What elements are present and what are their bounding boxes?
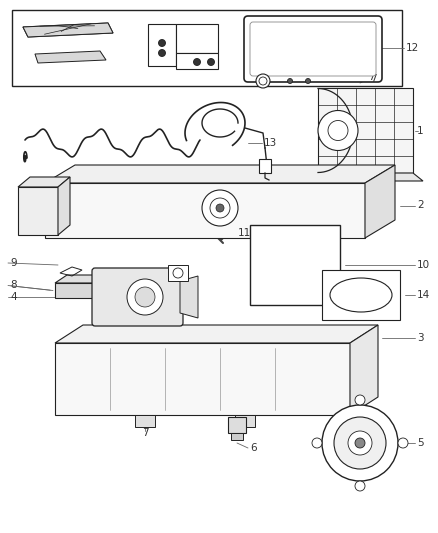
FancyBboxPatch shape xyxy=(92,268,183,326)
Circle shape xyxy=(259,77,267,85)
Circle shape xyxy=(159,39,166,46)
Bar xyxy=(176,53,218,69)
Text: 6: 6 xyxy=(250,443,257,453)
Polygon shape xyxy=(58,177,70,235)
Polygon shape xyxy=(23,23,113,37)
Polygon shape xyxy=(23,23,113,37)
Bar xyxy=(231,433,243,440)
Text: 2: 2 xyxy=(417,200,424,211)
Polygon shape xyxy=(45,165,395,183)
Bar xyxy=(135,415,155,427)
FancyBboxPatch shape xyxy=(250,22,376,76)
Circle shape xyxy=(318,110,358,150)
Text: 1: 1 xyxy=(417,125,424,135)
Text: 8: 8 xyxy=(10,280,17,290)
Polygon shape xyxy=(55,275,172,283)
Polygon shape xyxy=(18,187,58,235)
Circle shape xyxy=(328,120,348,141)
FancyBboxPatch shape xyxy=(244,16,382,82)
Circle shape xyxy=(312,438,322,448)
Ellipse shape xyxy=(330,278,392,312)
Circle shape xyxy=(334,417,386,469)
Circle shape xyxy=(135,287,155,307)
Circle shape xyxy=(159,50,166,56)
Text: 7: 7 xyxy=(141,428,148,438)
Polygon shape xyxy=(55,343,350,415)
Polygon shape xyxy=(35,51,106,63)
Bar xyxy=(168,265,188,281)
Circle shape xyxy=(348,431,372,455)
Text: 9: 9 xyxy=(10,258,17,268)
Polygon shape xyxy=(180,276,198,318)
Polygon shape xyxy=(55,283,160,298)
Circle shape xyxy=(305,78,311,84)
Polygon shape xyxy=(310,173,423,181)
Polygon shape xyxy=(45,183,365,238)
Polygon shape xyxy=(350,325,378,415)
Circle shape xyxy=(287,78,293,84)
Circle shape xyxy=(355,481,365,491)
Bar xyxy=(250,225,340,305)
Text: 11: 11 xyxy=(238,228,251,238)
Circle shape xyxy=(322,405,398,481)
Polygon shape xyxy=(365,165,395,238)
Text: 3: 3 xyxy=(417,333,424,343)
Text: 13: 13 xyxy=(264,138,277,148)
Bar xyxy=(259,159,271,173)
Bar xyxy=(318,88,413,173)
Bar xyxy=(235,415,255,427)
Circle shape xyxy=(127,279,163,315)
Text: 7: 7 xyxy=(368,72,374,82)
Circle shape xyxy=(173,268,183,278)
Text: 14: 14 xyxy=(417,290,430,300)
Text: 10: 10 xyxy=(417,260,430,270)
Circle shape xyxy=(210,198,230,218)
Circle shape xyxy=(208,59,215,66)
Circle shape xyxy=(355,438,365,448)
Text: 12: 12 xyxy=(406,43,419,53)
Bar xyxy=(228,417,246,433)
Circle shape xyxy=(256,74,270,88)
Bar xyxy=(12,10,402,86)
Text: 7: 7 xyxy=(170,281,177,291)
Bar xyxy=(148,24,176,66)
Polygon shape xyxy=(55,325,378,343)
Text: 7: 7 xyxy=(370,74,377,84)
Circle shape xyxy=(398,438,408,448)
Text: 5: 5 xyxy=(417,438,424,448)
Bar xyxy=(176,24,218,53)
Circle shape xyxy=(194,59,201,66)
Circle shape xyxy=(216,204,224,212)
Bar xyxy=(322,270,400,320)
Circle shape xyxy=(202,190,238,226)
Text: 4: 4 xyxy=(10,292,17,302)
Circle shape xyxy=(355,395,365,405)
Polygon shape xyxy=(18,177,70,187)
